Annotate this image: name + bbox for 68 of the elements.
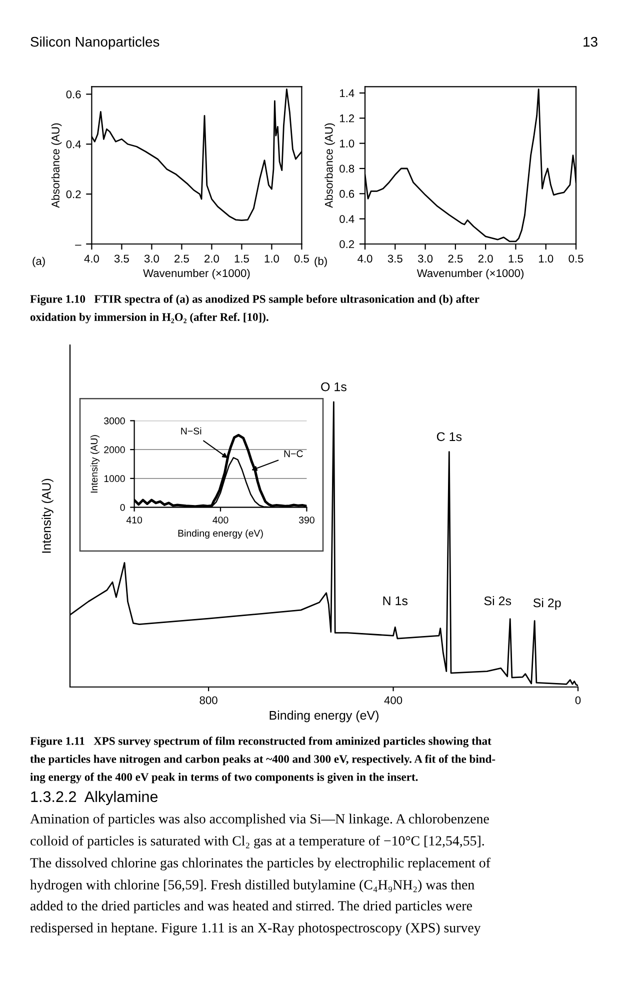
annotation: N 1s: [383, 596, 408, 606]
x-tick-label: 0.5: [568, 254, 584, 263]
y-axis-title: Intensity (AU): [90, 435, 100, 493]
x-tick-label: 800: [200, 696, 218, 704]
x-tick-label: 3.5: [114, 254, 129, 263]
x-tick-label: 390: [298, 516, 314, 524]
x-tick-label: 2.5: [448, 254, 463, 263]
x-tick-label: 3.5: [388, 254, 402, 263]
x-axis-title: Wavenumber (×1000): [416, 268, 524, 280]
x-tick-label: 2.0: [478, 254, 493, 263]
caption: Figure 1.11 XPS survey spectrum of film reconstructed from aminized particles showing that: [30, 736, 492, 748]
x-tick-label: 400: [212, 516, 228, 524]
text: 13: [584, 36, 598, 47]
y-tick-label: 1.0: [340, 140, 354, 148]
y-tick-label: 2000: [104, 446, 125, 454]
y-axis-title: Absorbance (AU): [324, 123, 335, 208]
y-axis-title: Absorbance (AU): [51, 123, 62, 208]
text: (a): [32, 256, 45, 268]
caption: Figure 1.10 FTIR spectra of (a) as anodized PS sample before ultrasonication and (b) after: [30, 294, 480, 306]
y-tick-label: 0.6: [340, 190, 354, 198]
x-tick-label: 1.0: [538, 254, 554, 263]
text: redispersed in heptane. Figure 1.11 is an X-Ray photospectroscopy (XPS) survey: [30, 922, 481, 936]
y-axis-title: Intensity (AU): [42, 478, 54, 553]
annotation: N−Si: [181, 427, 202, 434]
text: (b): [314, 256, 327, 268]
x-axis-title: Binding energy (eV): [270, 710, 378, 722]
text: added to the dried particles and was heated and stirred. The dried particles were: [30, 900, 472, 914]
x-axis-title: Binding energy (eV): [178, 530, 263, 539]
y-tick-label: 0.2: [66, 190, 81, 198]
x-tick-label: 3.0: [418, 254, 433, 263]
y-tick-label: 0.2: [340, 240, 354, 248]
y-tick-label: 0.4: [340, 215, 354, 223]
y-tick-label: 1000: [104, 475, 125, 482]
x-tick-label: 1.5: [234, 254, 249, 263]
y-tick-label: 1.4: [340, 89, 354, 98]
x-axis-title: Wavenumber (×1000): [143, 268, 250, 280]
x-tick-label: 1.0: [264, 254, 279, 263]
x-tick-label: 400: [384, 696, 402, 704]
x-tick-label: 1.5: [508, 254, 523, 263]
text: Silicon Nanoparticles: [30, 36, 160, 50]
x-tick-label: 2.0: [204, 254, 219, 263]
y-tick-label: 0: [120, 504, 125, 511]
x-tick-label: 4.0: [358, 254, 372, 263]
x-tick-label: 0: [575, 696, 581, 704]
y-tick-label: 0.6: [66, 90, 81, 98]
text: 1.3.2.2 Alkylamine: [31, 790, 158, 806]
text: Amination of particles was also accomplished via Si—N linkage. A chlorobenzene: [30, 814, 489, 826]
text: colloid of particles is saturated with Cl₂ gas at a temperature of −10°C [12,54,55].: [30, 836, 484, 848]
x-tick-label: 3.0: [144, 254, 159, 263]
y-tick-label: –: [75, 244, 82, 246]
text: the particles have nitrogen and carbon peaks at ~400 and 300 eV, respectively. A fit of the bind-: [30, 754, 496, 766]
annotation: C 1s: [436, 432, 462, 442]
x-tick-label: 4.0: [84, 254, 99, 263]
x-tick-label: 0.5: [294, 254, 309, 263]
y-tick-label: 0.4: [66, 140, 81, 148]
text: ing energy of the 400 eV peak in terms of two components is given in the insert.: [30, 772, 418, 784]
annotation: O 1s: [321, 382, 346, 392]
annotation: Si 2s: [484, 596, 512, 606]
text: oxidation by immersion in H₂O₂ (after Ref. [10]).: [30, 312, 268, 324]
text: hydrogen with chlorine [56,59]. Fresh distilled butylamine (C₄H₉NH₂) was then: [30, 880, 474, 892]
x-tick-label: 410: [126, 516, 142, 524]
annotation: Si 2p: [533, 598, 561, 610]
x-tick-label: 2.5: [174, 254, 189, 263]
y-tick-label: 3000: [104, 417, 125, 424]
text: The dissolved chlorine gas chlorinates the particles by electrophilic replacement of: [30, 858, 490, 870]
y-tick-label: 1.2: [340, 114, 354, 122]
y-tick-label: 0.8: [340, 164, 354, 173]
annotation: N−C: [284, 450, 303, 458]
